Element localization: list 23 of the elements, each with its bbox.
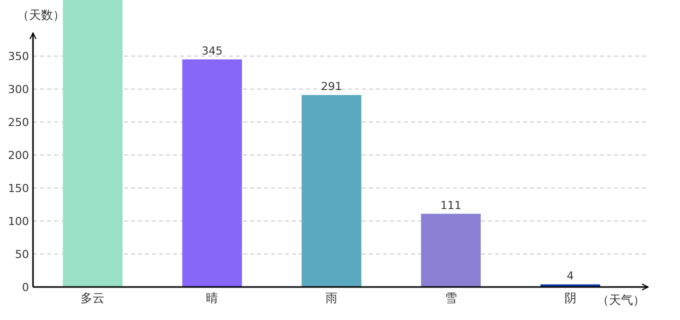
y-tick-label: 200	[8, 149, 29, 162]
x-tick-label: 雨	[326, 291, 338, 305]
y-tick-label: 350	[8, 50, 29, 64]
x-tick-label: 晴	[206, 291, 218, 305]
x-tick-label: 雪	[444, 291, 457, 305]
y-tick-label: 0	[22, 281, 29, 294]
data-label: 111	[440, 198, 462, 212]
bar	[421, 214, 481, 287]
bar	[182, 59, 242, 287]
y-tick-label: 50	[15, 248, 29, 262]
data-label: 291	[321, 80, 342, 94]
y-tick-label: 150	[8, 182, 29, 196]
y-tick-label: 250	[8, 116, 29, 130]
data-label: 345	[202, 44, 223, 58]
x-axis-title: （天气）	[597, 293, 645, 307]
bar	[302, 95, 362, 287]
x-tick-label: 阴	[564, 291, 576, 305]
y-axis-title: （天数）	[17, 8, 65, 22]
y-tick-label: 100	[8, 215, 29, 228]
data-label: 4	[566, 269, 574, 282]
bar	[62, 0, 123, 287]
y-tick-label: 300	[8, 83, 29, 96]
x-tick-label: 多云	[80, 291, 105, 305]
